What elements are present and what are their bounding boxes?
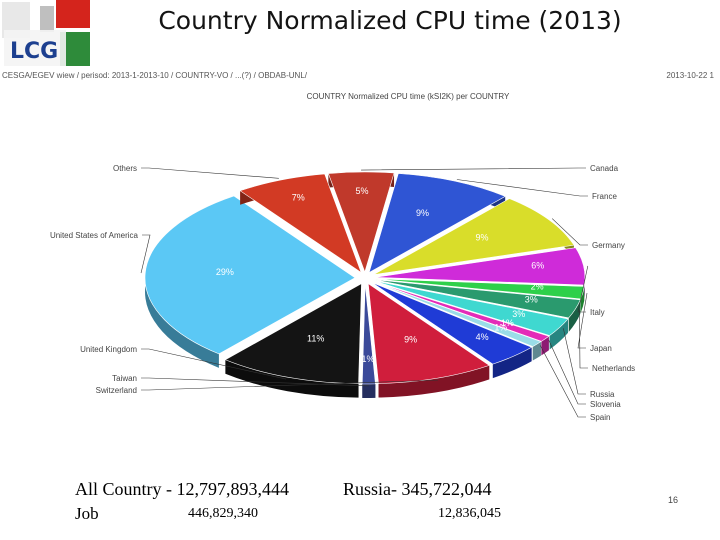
- pie-percent-slovenia: 1%: [501, 318, 514, 328]
- pie-slice-slice-9: [371, 282, 533, 379]
- slice-label-spain: Spain: [590, 413, 610, 422]
- pie-percent-russia: 3%: [512, 309, 525, 319]
- slice-label-russia: Russia: [590, 390, 615, 399]
- pie-slice-netherlands: [374, 279, 581, 332]
- pie-percent-france: 9%: [416, 208, 429, 218]
- pie-percent-spain: 1%: [494, 322, 507, 332]
- leader-line-united-kingdom: [141, 348, 287, 380]
- slice-label-others: Others: [113, 164, 137, 173]
- leader-line-canada: [361, 167, 586, 171]
- all-country-total: All Country - 12,797,893,444: [75, 479, 289, 499]
- pie-percent-slice-9: 4%: [476, 332, 489, 342]
- footer: All Country - 12,797,893,444 Russia- 345…: [75, 479, 635, 527]
- russia-total: Russia- 345,722,044: [343, 479, 492, 499]
- leader-line-russia: [563, 328, 586, 395]
- pie-slice-russia: [373, 280, 569, 350]
- pie-percent-italy: 6%: [531, 261, 544, 271]
- chart-title: COUNTRY Normalized CPU time (kSI2K) per …: [307, 92, 510, 101]
- leader-line-taiwan: [141, 377, 369, 387]
- pie-percent-others: 7%: [292, 192, 305, 202]
- pie-percent-germany: 9%: [476, 233, 489, 243]
- slice-label-japan: Japan: [590, 344, 612, 353]
- pie-slice-united-states-of-america: [144, 195, 356, 368]
- leader-line-switzerland: [141, 379, 439, 391]
- pie-slice-others: [239, 173, 362, 274]
- slice-label-united-states-of-america: United States of America: [50, 231, 139, 240]
- pie-percent-netherlands: 3%: [525, 295, 538, 305]
- pie-percent-canada: 5%: [355, 186, 368, 196]
- lcg-logo: LCG: [0, 0, 92, 70]
- leader-line-france: [456, 179, 588, 197]
- report-date: 2013-10-22 1: [666, 71, 714, 80]
- pie-slice-canada: [327, 171, 395, 273]
- slice-label-germany: Germany: [592, 241, 625, 250]
- pie-percent-switzerland: 9%: [404, 334, 417, 344]
- pie-slice-france: [368, 173, 506, 274]
- leader-line-spain: [539, 345, 586, 418]
- pie-percent-japan: 2%: [531, 282, 544, 292]
- pie-slice-spain: [372, 281, 542, 361]
- pie-percent-taiwan: 1%: [362, 354, 375, 364]
- slice-label-canada: Canada: [590, 164, 619, 173]
- pie-slice-switzerland: [367, 283, 490, 398]
- pie-slice-taiwan: [361, 283, 376, 398]
- leader-line-united-states-of-america: [140, 234, 151, 274]
- leader-line-germany: [551, 218, 588, 246]
- all-country-jobs: 446,829,340: [188, 506, 258, 521]
- source-path-strip: CESGA/EGEV wiew / perisod: 2013-1-2013-1…: [0, 70, 720, 84]
- slice-label-united-kingdom: United Kingdom: [80, 345, 137, 354]
- page-number: 16: [668, 495, 679, 505]
- leader-line-slovenia: [548, 339, 586, 405]
- job-label: Job: [75, 504, 99, 523]
- slice-label-italy: Italy: [590, 308, 605, 317]
- leader-line-japan: [577, 292, 588, 349]
- pie-percent-united-kingdom: 11%: [307, 334, 324, 344]
- slice-label-france: France: [592, 192, 617, 201]
- slice-label-taiwan: Taiwan: [112, 374, 137, 383]
- svg-text:LCG: LCG: [10, 39, 58, 64]
- source-path: CESGA/EGEV wiew / perisod: 2013-1-2013-1…: [2, 71, 307, 80]
- russia-jobs: 12,836,045: [438, 506, 501, 521]
- slide-title: Country Normalized CPU time (2013): [158, 6, 622, 35]
- pie-slice-germany: [373, 198, 575, 275]
- pie-percent-united-states-of-america: 29%: [216, 267, 234, 277]
- slice-label-netherlands: Netherlands: [592, 364, 635, 373]
- leader-line-italy: [577, 265, 589, 313]
- slice-label-switzerland: Switzerland: [96, 386, 137, 395]
- leader-line-others: [141, 167, 279, 179]
- pie-slice-italy: [374, 247, 586, 300]
- slice-label-slovenia: Slovenia: [590, 400, 621, 409]
- leader-line-netherlands: [579, 309, 588, 369]
